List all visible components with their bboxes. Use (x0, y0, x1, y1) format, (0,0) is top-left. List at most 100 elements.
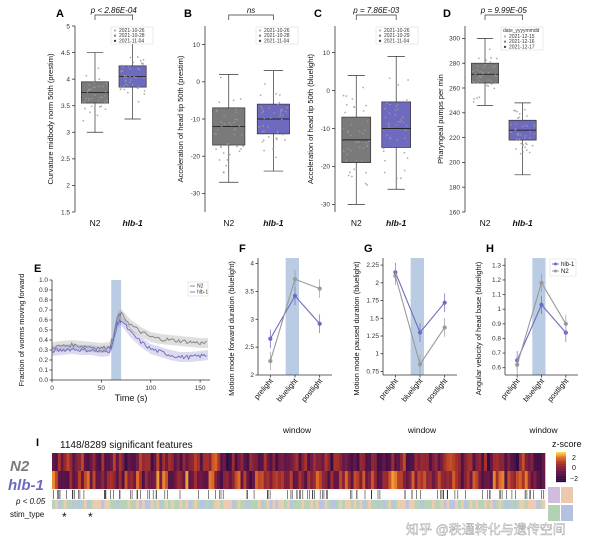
heatmap-cell (118, 471, 122, 489)
stim-type-cell (60, 500, 64, 509)
heatmap-cell (408, 471, 412, 489)
heatmap-cell (197, 471, 201, 489)
stim-type-cell (89, 500, 93, 509)
stim-type-cell (292, 500, 296, 509)
data-point (132, 61, 135, 64)
stim-type-cell (101, 500, 105, 509)
heatmap-cell (382, 471, 386, 489)
heatmap-cell (449, 471, 453, 489)
x-category-label: N2 (351, 218, 362, 228)
data-point (219, 76, 222, 79)
heatmap-cell (162, 453, 166, 471)
heatmap-cell (289, 471, 293, 489)
heatmap-cell (295, 471, 299, 489)
legend-marker (378, 29, 382, 32)
heatmap-cell (400, 471, 404, 489)
series-point-N2 (417, 362, 423, 367)
y-axis-label: Pharyngeal pumps per min (436, 74, 445, 164)
y-tick-label: -20 (321, 164, 331, 171)
legend: date_yyyymmdd2021-12-152021-12-162021-12… (500, 26, 544, 50)
data-point (103, 101, 106, 104)
x-category-label: bluelight (521, 376, 546, 404)
heatmap-cell (362, 453, 366, 471)
panel-B: B -30 -20 -10 0 10 Acceleration of head tip 50… (176, 6, 299, 228)
heatmap-cell (394, 453, 398, 471)
data-point (355, 159, 357, 162)
legend-marker (378, 39, 382, 43)
data-point (226, 143, 229, 146)
heatmap-cell (249, 453, 253, 471)
stim-type-cell (286, 500, 291, 509)
heatmap-cell (405, 471, 409, 489)
heatmap-cell (263, 453, 267, 471)
data-point (509, 123, 512, 126)
heatmap-cell (66, 471, 70, 489)
data-point (487, 85, 490, 88)
data-point (521, 151, 524, 153)
data-point (516, 110, 518, 113)
significance-bracket (355, 14, 397, 20)
stim-type-cell (257, 500, 262, 509)
data-point (105, 82, 108, 85)
heatmap-cell (112, 471, 117, 489)
heatmap-cell (298, 471, 302, 489)
heatmap-cell (310, 471, 314, 489)
stim-type-cell (243, 500, 247, 509)
data-point (97, 67, 100, 70)
stim-type-cell (197, 500, 201, 509)
stim-type-cell (429, 500, 433, 509)
x-axis-label: window (528, 425, 558, 435)
y-tick-label: 0.8 (492, 335, 501, 342)
heatmap-cell (156, 471, 160, 489)
data-point (407, 79, 410, 81)
legend-marker (113, 34, 117, 37)
stim-type-cell (208, 500, 212, 509)
stim-type-cell (112, 500, 117, 509)
stim-type-cell (304, 500, 308, 509)
stim-type-cell (342, 500, 346, 509)
y-tick-label: 260 (449, 85, 460, 92)
data-point (213, 133, 216, 136)
heatmap-cell (69, 471, 73, 489)
data-point (389, 137, 392, 140)
data-point (480, 81, 483, 83)
stim-type-cell (217, 500, 221, 509)
stim-type-cell (472, 500, 476, 509)
y-axis-label: Curvature midbody norm 50th (prestim) (46, 53, 55, 184)
data-point (521, 125, 524, 128)
heatmap-cell (318, 471, 322, 489)
series-line-hlb-1 (51, 318, 207, 361)
stim-type-cell (521, 500, 525, 509)
heatmap-cell (223, 453, 227, 471)
data-point (406, 157, 409, 159)
stim-type-cell (391, 500, 395, 509)
heatmap-cell (400, 453, 404, 471)
y-tick-label: 0.4 (39, 337, 48, 344)
y-tick-label: 1.25 (366, 333, 379, 340)
heatmap-cell (86, 471, 90, 489)
y-tick-label: 10 (323, 50, 331, 57)
heatmap-cell (98, 453, 102, 471)
heatmap-cell (495, 471, 499, 489)
heatmap-cell (362, 471, 366, 489)
heatmap-cell (124, 453, 128, 471)
heatmap-cell (498, 453, 502, 471)
data-point (84, 107, 86, 110)
series-point-hlb-1 (292, 293, 298, 298)
stim-type-cell (272, 500, 276, 509)
heatmap-cell (330, 453, 334, 471)
data-point (528, 151, 531, 154)
stim-type-cell (255, 500, 259, 509)
data-point (280, 118, 283, 121)
stim-type-cell (426, 500, 430, 509)
data-point (509, 131, 512, 133)
heatmap-cell (536, 471, 540, 489)
series-band-N2 (52, 309, 209, 353)
data-point (236, 145, 238, 148)
data-point (514, 129, 516, 131)
stim-type-cell (278, 500, 282, 509)
heatmap-cell (426, 453, 430, 471)
y-axis-label: Fraction of worms moving forward (17, 274, 26, 387)
heatmap-cell (237, 471, 241, 489)
heatmap-cell (69, 453, 73, 471)
